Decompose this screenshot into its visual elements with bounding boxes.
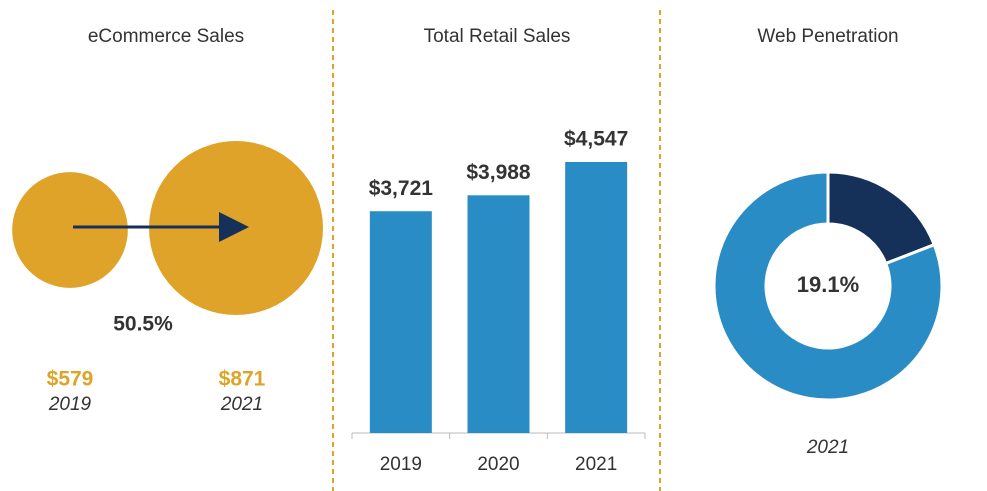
year-label: 2020 bbox=[477, 454, 519, 475]
panel-title: eCommerce Sales bbox=[88, 26, 244, 47]
year-label: 2021 bbox=[575, 454, 617, 475]
bar bbox=[467, 195, 530, 433]
donut-slice bbox=[712, 170, 944, 402]
value-label: $3,988 bbox=[466, 161, 531, 184]
growth-label: 50.5% bbox=[113, 313, 173, 336]
center-label: 19.1% bbox=[797, 272, 859, 297]
year-label: 2019 bbox=[48, 394, 92, 415]
panel-title: Total Retail Sales bbox=[424, 26, 571, 47]
bar bbox=[565, 162, 628, 433]
year-label: 2019 bbox=[380, 454, 422, 475]
value-label: $871 bbox=[219, 368, 266, 391]
value-label: $3,721 bbox=[369, 177, 434, 200]
year-label: 2021 bbox=[220, 394, 263, 415]
value-label: $579 bbox=[47, 368, 94, 391]
caption: 2021 bbox=[806, 437, 849, 458]
panel-title: Web Penetration bbox=[757, 26, 898, 47]
bar bbox=[369, 211, 432, 433]
value-label: $4,547 bbox=[564, 128, 628, 151]
bubble bbox=[12, 172, 128, 288]
